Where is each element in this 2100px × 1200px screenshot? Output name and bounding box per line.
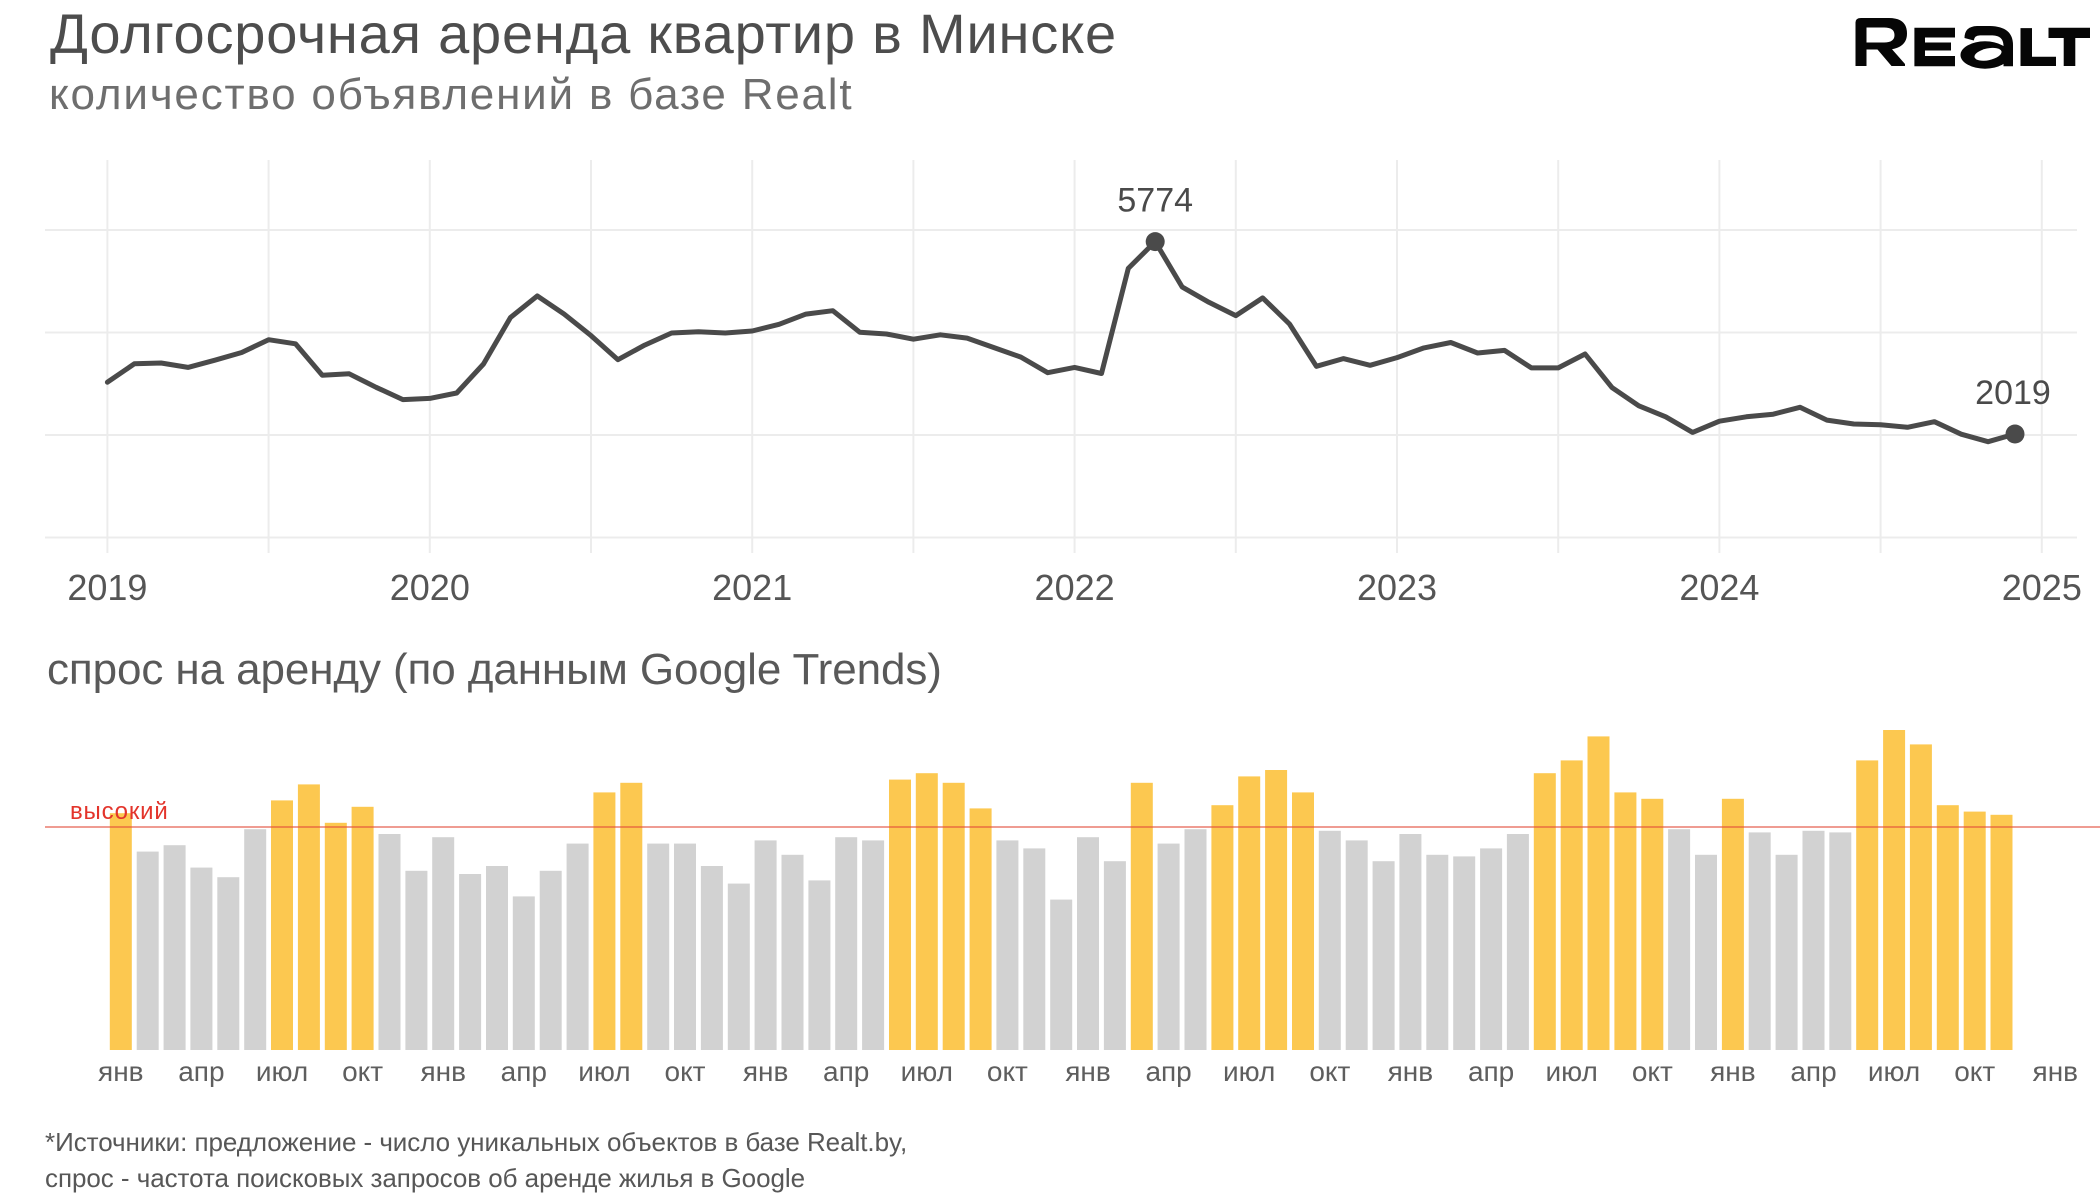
svg-text:июл: июл <box>1223 1056 1275 1087</box>
svg-text:янв: янв <box>743 1056 789 1087</box>
svg-text:окт: окт <box>1954 1056 1995 1087</box>
svg-text:янв: янв <box>1065 1056 1111 1087</box>
svg-text:окт: окт <box>987 1056 1028 1087</box>
svg-text:окт: окт <box>665 1056 706 1087</box>
svg-text:2023: 2023 <box>1357 567 1437 608</box>
svg-text:апр: апр <box>823 1056 869 1087</box>
svg-text:окт: окт <box>342 1056 383 1087</box>
svg-text:июл: июл <box>1546 1056 1598 1087</box>
svg-text:2021: 2021 <box>712 567 792 608</box>
svg-text:июл: июл <box>578 1056 630 1087</box>
svg-text:высокий: высокий <box>70 798 169 825</box>
svg-text:5774: 5774 <box>1117 182 1193 220</box>
svg-text:апр: апр <box>1468 1056 1514 1087</box>
svg-text:окт: окт <box>1309 1056 1350 1087</box>
svg-text:янв: янв <box>2033 1056 2079 1087</box>
svg-text:июл: июл <box>256 1056 308 1087</box>
svg-text:апр: апр <box>1145 1056 1191 1087</box>
svg-text:июл: июл <box>1868 1056 1920 1087</box>
svg-text:2020: 2020 <box>390 567 470 608</box>
svg-text:апр: апр <box>501 1056 547 1087</box>
svg-text:2022: 2022 <box>1035 567 1115 608</box>
svg-text:2025: 2025 <box>2002 567 2082 608</box>
svg-text:окт: окт <box>1632 1056 1673 1087</box>
svg-text:янв: янв <box>98 1056 144 1087</box>
svg-text:2019: 2019 <box>67 567 147 608</box>
svg-text:янв: янв <box>420 1056 466 1087</box>
svg-text:янв: янв <box>1388 1056 1434 1087</box>
svg-text:апр: апр <box>178 1056 224 1087</box>
svg-text:2019: 2019 <box>1975 374 2051 412</box>
svg-text:апр: апр <box>1790 1056 1836 1087</box>
svg-text:2024: 2024 <box>1679 567 1759 608</box>
svg-text:июл: июл <box>901 1056 953 1087</box>
svg-text:янв: янв <box>1710 1056 1756 1087</box>
